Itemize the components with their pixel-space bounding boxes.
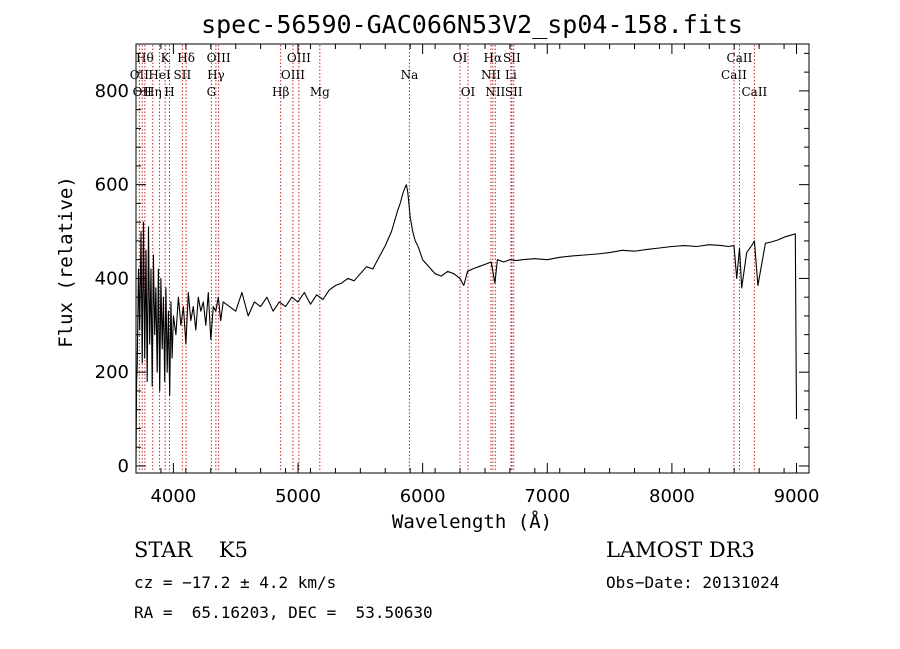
y-tick-label: 600 xyxy=(95,175,129,196)
line-marker-label: HeI xyxy=(148,68,171,82)
line-marker-label: NII xyxy=(481,68,501,82)
observation-date: Obs−Date: 20131024 xyxy=(606,573,780,592)
line-marker-label: Hγ xyxy=(207,68,225,82)
line-marker-label: Na xyxy=(401,68,419,82)
line-marker-label: Mg xyxy=(310,85,330,99)
line-marker-label: K xyxy=(161,51,171,65)
line-marker-label: SII xyxy=(503,51,521,65)
x-tick-label: 6000 xyxy=(400,486,446,507)
y-tick-label: 0 xyxy=(118,456,129,477)
series-line-flux xyxy=(135,184,798,467)
line-marker-label: OIII xyxy=(281,68,305,82)
line-marker-label: CaII xyxy=(727,51,753,65)
line-marker-label: OII xyxy=(133,85,153,99)
y-tick-label: 200 xyxy=(95,362,129,383)
line-marker-label: CaII xyxy=(741,85,767,99)
plot-border xyxy=(135,43,810,474)
flux-series xyxy=(135,184,798,467)
y-axis-label: Flux (relative) xyxy=(55,176,77,348)
line-marker-label: Hη xyxy=(144,85,162,99)
line-marker-label: OI xyxy=(453,51,468,65)
y-tick-label: 400 xyxy=(95,268,129,289)
line-marker-label: Hδ xyxy=(177,51,195,65)
line-marker-label: NII xyxy=(485,85,505,99)
line-marker-label: G xyxy=(207,85,217,99)
line-marker-label: OIII xyxy=(287,51,311,65)
line-marker-label: Li xyxy=(505,68,517,82)
x-tick-label: 9000 xyxy=(774,486,820,507)
object-class: STAR K5 xyxy=(134,538,248,562)
survey-name: LAMOST DR3 xyxy=(606,538,755,562)
ra-dec-coordinates: RA = 65.16203, DEC = 53.50630 xyxy=(134,603,433,622)
line-marker-label: CaII xyxy=(721,68,747,82)
line-marker-label: Hβ xyxy=(272,85,289,99)
x-axis-ticks: 4000 5000 6000 7000 8000 9000 xyxy=(135,44,820,507)
line-marker-label: SII xyxy=(505,85,523,99)
plot-frame xyxy=(135,43,810,474)
line-marker-label: H xyxy=(164,85,174,99)
redshift-cz: cz = −17.2 ± 4.2 km/s xyxy=(134,573,337,592)
line-marker-label: Hα xyxy=(484,51,503,65)
x-axis-label: Wavelength (Å) xyxy=(392,510,552,533)
y-axis-ticks: 0 200 400 600 800 xyxy=(95,52,809,477)
line-marker-label: Hθ xyxy=(136,51,154,65)
x-tick-label: 8000 xyxy=(649,486,695,507)
spectral-line-markers: OIIOIIHθHηHeIKHSIIHδGHγOIIIHβOIIIOIIIMgN… xyxy=(130,45,768,472)
line-marker-label: OII xyxy=(130,68,150,82)
x-tick-label: 7000 xyxy=(524,486,570,507)
line-marker-label: OIII xyxy=(207,51,231,65)
line-marker-label: SII xyxy=(174,68,192,82)
x-tick-label: 4000 xyxy=(150,486,196,507)
line-marker-label: OI xyxy=(461,85,476,99)
y-tick-label: 800 xyxy=(95,81,129,102)
x-tick-label: 5000 xyxy=(275,486,321,507)
chart-title: spec-56590-GAC066N53V2_sp04-158.fits xyxy=(201,10,743,39)
